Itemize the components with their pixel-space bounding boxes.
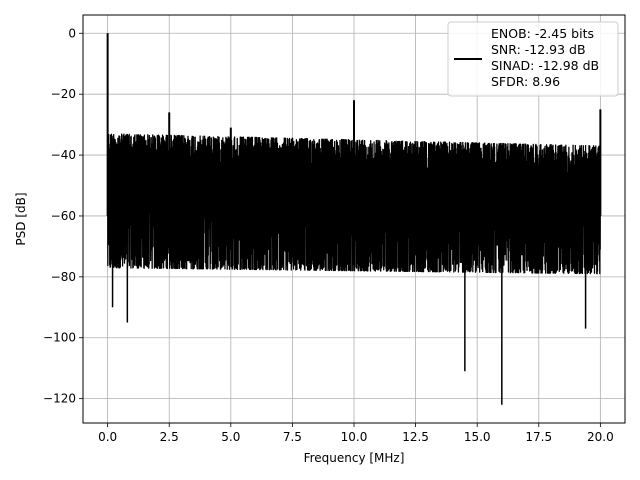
y-tick-label: −20	[51, 87, 76, 101]
legend: ENOB: -2.45 bits SNR: -12.93 dB SINAD: -…	[447, 21, 619, 97]
legend-box	[447, 21, 619, 97]
y-axis-label: PSD [dB]	[14, 192, 28, 245]
y-tick-label: −120	[43, 392, 76, 406]
legend-entry-snr: SNR: -12.93 dB	[491, 42, 586, 57]
y-tick-label: −100	[43, 331, 76, 345]
x-tick-label: 15.0	[464, 430, 491, 444]
psd-series	[106, 33, 602, 405]
x-axis-ticks: 0.0 2.5 5.0 7.5 10.0 12.5 15.0 17.5 20.0	[98, 423, 614, 444]
x-tick-label: 0.0	[98, 430, 117, 444]
x-tick-label: 2.5	[160, 430, 179, 444]
x-tick-label: 10.0	[341, 430, 368, 444]
y-tick-label: −80	[51, 270, 76, 284]
x-tick-label: 12.5	[402, 430, 429, 444]
legend-entry-enob: ENOB: -2.45 bits	[491, 26, 594, 41]
x-tick-label: 20.0	[587, 430, 614, 444]
y-axis-ticks: 0 −20 −40 −60 −80 −100 −120	[43, 26, 83, 406]
x-tick-label: 7.5	[283, 430, 302, 444]
y-tick-label: 0	[68, 26, 76, 40]
legend-entry-sfdr: SFDR: 8.96	[491, 74, 560, 89]
y-tick-label: −40	[51, 148, 76, 162]
legend-entry-sinad: SINAD: -12.98 dB	[491, 58, 599, 73]
x-tick-label: 5.0	[221, 430, 240, 444]
x-tick-label: 17.5	[525, 430, 552, 444]
y-tick-label: −60	[51, 209, 76, 223]
x-axis-label: Frequency [MHz]	[304, 451, 405, 465]
